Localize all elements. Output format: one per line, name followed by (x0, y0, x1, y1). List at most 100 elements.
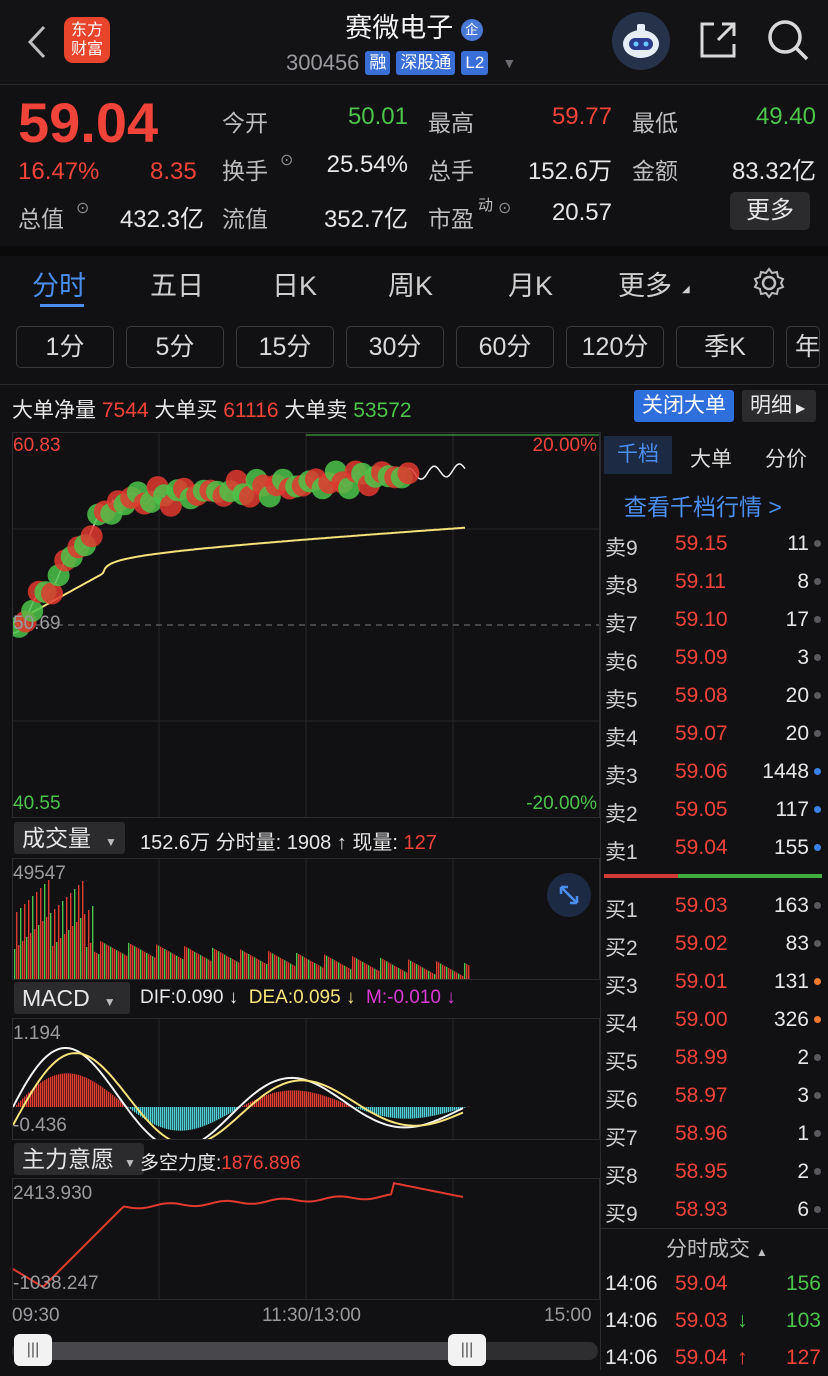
volume-bar (176, 956, 177, 979)
volume-bar (64, 934, 65, 979)
macd-histogram-bar (284, 1091, 285, 1107)
period-15min[interactable]: 15分 (236, 326, 334, 368)
range-slider-right-handle[interactable]: ||| (448, 1334, 486, 1366)
bid-level-label: 买2 (605, 932, 638, 962)
info-icon[interactable]: ⊙ (76, 198, 89, 218)
info-icon[interactable]: ⊙ (280, 150, 293, 170)
triangle-right-icon: ▶ (796, 401, 805, 415)
macd-histogram-bar (420, 1107, 421, 1118)
macd-histogram-bar (422, 1107, 423, 1118)
macd-dropdown[interactable]: MACD▼ (14, 982, 130, 1014)
tab-intraday[interactable]: 分时 (32, 264, 86, 303)
orderbook-tab-thousand[interactable]: 千档 (604, 436, 672, 474)
macd-histogram-bar (310, 1092, 311, 1107)
force-chart[interactable]: 2413.930 -1038.247 (12, 1178, 600, 1300)
period-5min[interactable]: 5分 (126, 326, 224, 368)
period-30min[interactable]: 30分 (346, 326, 444, 368)
ask-price: 59.04 (675, 836, 728, 860)
volume-bar (280, 958, 281, 979)
volume-bar (266, 964, 267, 979)
volume-bar (130, 944, 131, 979)
view-thousand-link[interactable]: 查看千档行情 > (624, 488, 782, 522)
volume-bar (366, 964, 367, 979)
info-icon[interactable]: ⊙ (498, 198, 511, 218)
orderbook-tab-byprice[interactable]: 分价 (765, 443, 807, 473)
ask-price: 59.08 (675, 684, 728, 708)
tab-weekly[interactable]: 周K (388, 264, 433, 303)
macd-histogram-bar (104, 1089, 105, 1107)
fullscreen-toggle-icon[interactable] (547, 873, 591, 917)
tab-daily[interactable]: 日K (272, 264, 317, 303)
macd-histogram-bar (88, 1079, 89, 1107)
more-button[interactable]: 更多 (730, 192, 810, 230)
time-axis-start: 09:30 (12, 1305, 60, 1327)
mktcap-value: 432.3亿 (96, 199, 204, 234)
bid-qty: 326 (774, 1008, 809, 1032)
volume-bar (274, 955, 275, 979)
volume-bar (104, 943, 105, 979)
volume-bar (316, 964, 317, 979)
volume-bar (246, 953, 247, 979)
orderbook-tab-bigorder[interactable]: 大单 (690, 443, 732, 473)
period-quarter[interactable]: 季K (676, 326, 774, 368)
volume-bar (248, 954, 249, 979)
macd-histogram-bar (16, 1105, 17, 1107)
change-value: 8.35 (150, 158, 197, 186)
close-bigorder-button[interactable]: 关闭大单 (634, 390, 734, 422)
period-1min[interactable]: 1分 (16, 326, 114, 368)
macd-histogram-bar (42, 1081, 43, 1107)
settings-gear-icon[interactable] (752, 266, 786, 300)
robot-avatar-icon[interactable] (612, 12, 670, 70)
macd-histogram-bar (120, 1101, 121, 1107)
search-icon[interactable] (766, 18, 810, 62)
macd-histogram-bar (336, 1100, 337, 1107)
period-60min[interactable]: 60分 (456, 326, 554, 368)
volume-bar (136, 947, 137, 979)
range-slider-left-handle[interactable]: ||| (14, 1334, 52, 1366)
macd-histogram-bar (446, 1107, 447, 1113)
chevron-down-icon[interactable]: ▼ (502, 55, 516, 71)
volume-bar (44, 884, 45, 979)
price-chart[interactable]: 60.83 20.00% 50.69 40.55 -20.00% (12, 432, 600, 818)
volume-chart[interactable]: 49547 (12, 858, 600, 980)
period-year[interactable]: 年 (786, 326, 820, 368)
period-120min[interactable]: 120分 (566, 326, 664, 368)
macd-chart[interactable]: 1.194 -0.436 (12, 1018, 600, 1140)
divider (0, 384, 828, 385)
macd-histogram-bar (68, 1073, 69, 1107)
macd-histogram-bar (202, 1107, 203, 1126)
trades-title[interactable]: 分时成交 ▲ (666, 1233, 768, 1263)
macd-histogram-bar (380, 1107, 381, 1116)
detail-button[interactable]: 明细▶ (742, 390, 816, 422)
macd-histogram-bar (162, 1107, 163, 1128)
volume-dropdown[interactable]: 成交量▼ (14, 822, 125, 854)
force-dropdown[interactable]: 主力意愿▼ (14, 1143, 144, 1175)
share-icon[interactable] (698, 20, 738, 60)
macd-histogram-bar (388, 1107, 389, 1117)
tab-5day[interactable]: 五日 (150, 264, 204, 303)
tab-more[interactable]: 更多 (618, 264, 672, 303)
volume-bar (322, 967, 323, 979)
macd-histogram-bar (264, 1096, 265, 1107)
tab-monthly[interactable]: 月K (508, 264, 553, 303)
bigorder-net-value: 7544 (102, 399, 149, 422)
